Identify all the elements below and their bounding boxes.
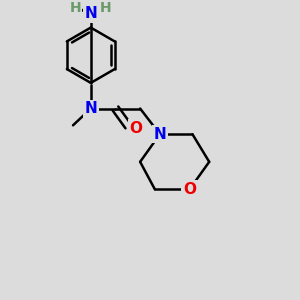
- Text: O: O: [130, 121, 143, 136]
- Text: O: O: [183, 182, 196, 197]
- Text: H: H: [70, 1, 82, 15]
- Text: N: N: [84, 6, 97, 21]
- Text: N: N: [154, 127, 166, 142]
- Text: N: N: [84, 101, 97, 116]
- Text: H: H: [100, 1, 111, 15]
